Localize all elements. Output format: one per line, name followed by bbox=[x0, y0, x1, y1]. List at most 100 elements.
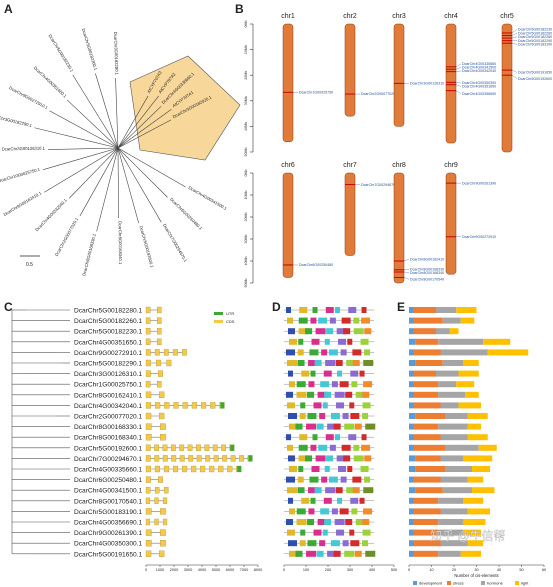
axis-tick-label: 400 bbox=[369, 568, 375, 572]
motif-block bbox=[362, 402, 371, 409]
gene-cds-block bbox=[156, 338, 162, 345]
panel-label-e: E bbox=[397, 300, 406, 314]
motif-block bbox=[350, 413, 360, 419]
motif-block bbox=[348, 434, 357, 441]
cis-bar-hormone bbox=[436, 307, 457, 313]
motif-block bbox=[324, 338, 330, 345]
tree-leaf-label: DcarChr8G00162410.1 bbox=[3, 190, 43, 217]
motif-block bbox=[329, 317, 336, 324]
motif-block bbox=[331, 508, 338, 515]
cis-bar-light bbox=[460, 550, 481, 557]
motif-block bbox=[352, 360, 360, 366]
tree-leaf-label: DcarChr6G00250480.1 bbox=[169, 197, 204, 232]
motif-block bbox=[289, 550, 299, 557]
cis-bar-hormone bbox=[442, 360, 463, 366]
gene-cds-block bbox=[163, 465, 170, 473]
motif-block bbox=[299, 434, 308, 441]
motif-block bbox=[337, 497, 343, 504]
tree-branch bbox=[95, 73, 111, 122]
motif-block bbox=[318, 444, 328, 451]
cis-bar-stress bbox=[415, 455, 441, 462]
chromosome-bar-chr6 bbox=[282, 172, 294, 278]
cis-bar-stress bbox=[413, 519, 439, 525]
motif-block bbox=[295, 550, 303, 557]
motif-block bbox=[309, 476, 319, 483]
gene-label-c: DcarChr5G00183190.1 bbox=[74, 509, 143, 516]
motif-block bbox=[341, 317, 351, 324]
cis-bar-light bbox=[458, 370, 479, 377]
motif-block bbox=[309, 349, 319, 356]
motif-block bbox=[342, 413, 349, 419]
legend-swatch-utr bbox=[214, 312, 223, 315]
motif-block bbox=[299, 307, 308, 313]
motif-block bbox=[322, 529, 328, 536]
motif-block bbox=[320, 508, 330, 515]
cis-bar-hormone bbox=[438, 381, 457, 388]
motif-block bbox=[305, 328, 313, 335]
axis-tick-label: 1000 bbox=[156, 568, 164, 572]
motif-block bbox=[364, 455, 372, 462]
motif-block bbox=[286, 391, 293, 398]
gene-cds-block bbox=[166, 359, 172, 367]
panel-label-a: A bbox=[4, 2, 13, 16]
tree-branch bbox=[100, 147, 119, 166]
scale-bar-label: 0.5 bbox=[26, 262, 33, 268]
gene-label-c: DcarChr8G00168330.1 bbox=[74, 424, 143, 431]
gene-position-label: DcarChr9G00261390 bbox=[462, 181, 496, 185]
motif-block bbox=[308, 360, 319, 366]
motif-block bbox=[339, 381, 349, 388]
axis-tick-label: 200 bbox=[325, 568, 331, 572]
motif-block bbox=[314, 360, 322, 366]
cis-bar-light bbox=[463, 455, 493, 462]
motif-block bbox=[288, 455, 295, 462]
motif-block bbox=[308, 487, 319, 494]
cis-bar-development bbox=[409, 455, 416, 462]
gene-leader-line bbox=[511, 69, 518, 73]
motif-block bbox=[310, 317, 317, 324]
cis-bar-hormone bbox=[438, 338, 484, 345]
gene-cds-block bbox=[155, 402, 161, 409]
gene-leader-line bbox=[455, 82, 462, 84]
gene-cds-block bbox=[218, 465, 224, 473]
motif-block bbox=[289, 381, 295, 388]
motif-block bbox=[325, 307, 334, 313]
cis-bar-stress bbox=[413, 307, 436, 313]
watermark: 知乎 @牛信帮 bbox=[430, 528, 506, 543]
motif-block bbox=[326, 455, 334, 462]
motif-block bbox=[337, 370, 343, 377]
motif-block bbox=[316, 550, 324, 557]
gene-utr-block bbox=[248, 455, 253, 462]
motif-block bbox=[361, 307, 367, 313]
gene-cds-block bbox=[230, 455, 236, 462]
gene-cds-block bbox=[205, 455, 211, 462]
cis-bar-hormone bbox=[440, 455, 463, 462]
cis-bar-stress bbox=[413, 370, 436, 377]
cis-bar-hormone bbox=[440, 508, 468, 515]
axis-tick-label: 500 bbox=[391, 568, 397, 572]
legend-swatch-hormone bbox=[481, 581, 485, 585]
axis-tick-label: 10 bbox=[429, 568, 433, 572]
cis-bar-stress bbox=[415, 413, 445, 419]
motif-block bbox=[334, 519, 345, 525]
motif-block bbox=[287, 487, 297, 494]
ruler-tick-label: 20Mb bbox=[244, 213, 248, 222]
gene-cds-block bbox=[154, 465, 160, 473]
cis-bar-hormone bbox=[438, 497, 463, 504]
motif-block bbox=[313, 402, 322, 409]
motif-block bbox=[310, 497, 316, 504]
cis-bar-stress bbox=[413, 529, 439, 536]
gene-cds-block bbox=[154, 497, 159, 504]
gene-cds-block bbox=[179, 444, 185, 451]
gene-cds-block bbox=[188, 455, 194, 462]
gene-cds-block bbox=[210, 402, 216, 409]
gene-cds-block bbox=[145, 306, 151, 314]
motif-block bbox=[323, 497, 332, 504]
motif-block bbox=[321, 476, 328, 483]
gene-position-label: DcarChr5G00182280 bbox=[518, 35, 552, 39]
motif-block bbox=[287, 360, 297, 366]
gene-position-label: DcarChr8G00162410 bbox=[410, 257, 444, 261]
gene-cds-block bbox=[170, 444, 176, 451]
gene-position-label: DcarChr5G00192600 bbox=[518, 77, 552, 81]
chromosome-name-chr2: chr2 bbox=[343, 13, 357, 20]
cis-bar-development bbox=[409, 423, 414, 430]
